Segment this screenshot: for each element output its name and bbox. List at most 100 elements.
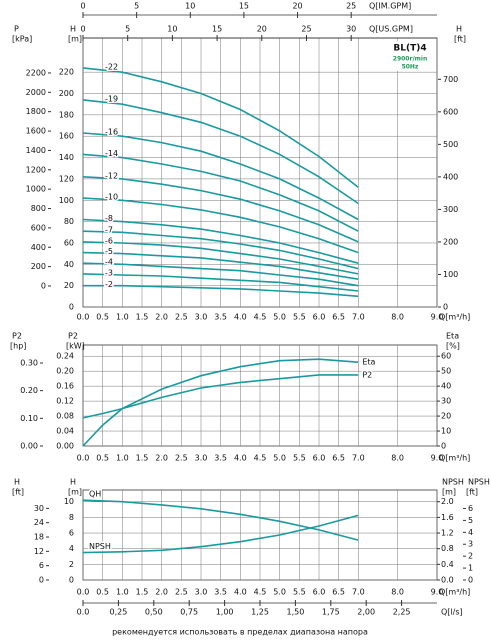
- axis-tick-label: 1400: [26, 146, 46, 155]
- curve: [83, 284, 359, 298]
- series-label: -3: [105, 268, 113, 277]
- series-label: -2: [105, 280, 113, 289]
- axis-tick-label: 1: [468, 564, 473, 573]
- axis-tick-label: 1,75: [322, 608, 340, 617]
- y2-tick-label: 10: [441, 427, 451, 436]
- axis-tick-label: 2,00: [357, 608, 375, 617]
- y2-tick-label: 2.0: [441, 497, 454, 506]
- x-tick-label: 7.0: [352, 313, 365, 322]
- y-tick-label: 100: [59, 196, 74, 205]
- axis-tick-label: 2200: [26, 68, 46, 77]
- axis-tick-label: 15: [239, 2, 249, 11]
- axis-tick-label: 20: [292, 2, 302, 11]
- y-tick-label: 0.04: [56, 427, 74, 436]
- y2-tick-label: 0: [441, 442, 446, 451]
- y-tick-label: 0.20: [56, 367, 74, 376]
- curve: [82, 132, 359, 221]
- x-tick-label: 4.0: [234, 313, 247, 322]
- x-tick-label: 5.5: [293, 313, 306, 322]
- x-tick-label: 6.0: [313, 588, 326, 597]
- x-tick-label: 0.0: [77, 454, 90, 463]
- axis-tick-label: 200: [31, 262, 46, 271]
- axis-tick-label: 0.00: [20, 442, 38, 451]
- axis-tick-label: 30: [346, 25, 356, 34]
- axis-tick-label: 0: [41, 281, 46, 290]
- y-tick-label: 200: [59, 89, 74, 98]
- axis-tick-label: 5: [134, 2, 139, 11]
- axis-title: P: [14, 25, 19, 34]
- annotation: 50Hz: [402, 64, 419, 71]
- chart-title: BL(T)4: [393, 44, 426, 54]
- y-tick-label: 2: [69, 560, 74, 569]
- curve: [82, 197, 359, 254]
- axis-tick-label: 12: [34, 547, 44, 556]
- curve: [82, 358, 359, 447]
- axis-tick-label: 0.10: [20, 414, 38, 423]
- axis-tick-label: 0: [468, 576, 473, 585]
- axis-tick-label: 500: [443, 140, 458, 149]
- x-tick-label: 0.5: [96, 454, 109, 463]
- axis-tick-label: 2: [468, 552, 473, 561]
- x-tick-label: 1.5: [136, 588, 149, 597]
- axis-tick-label: 6: [39, 561, 44, 570]
- series-label: P2: [362, 370, 372, 379]
- x-tick-label: 3.5: [214, 454, 227, 463]
- axis-tick-label: 1600: [26, 127, 46, 136]
- x-tick-label: 2.0: [155, 313, 168, 322]
- x-tick-label: 7.0: [352, 588, 365, 597]
- y-tick-label: 80: [64, 217, 74, 226]
- y-tick-label: 6: [69, 529, 74, 538]
- x-tick-label: 1.5: [136, 313, 149, 322]
- x-tick-label: 3.0: [195, 588, 208, 597]
- axis-tick-label: 24: [34, 518, 44, 527]
- y2-tick-label: 50: [441, 367, 451, 376]
- x-tick-label: 4.0: [234, 454, 247, 463]
- x-tick-label: 6.5: [332, 454, 345, 463]
- curve: [82, 514, 359, 554]
- x-tick-label: 5.0: [273, 588, 286, 597]
- axis-tick-label: 25: [346, 2, 356, 11]
- x-tick-label: 0.5: [96, 313, 109, 322]
- axis-tick-label: 0,50: [145, 608, 163, 617]
- axis-tick-label: 100: [443, 270, 458, 279]
- x-tick-label: 7.0: [352, 454, 365, 463]
- series-label: -6: [105, 236, 113, 245]
- x-tick-label: 2.0: [155, 588, 168, 597]
- x-tick-label: 0.0: [77, 588, 90, 597]
- axis-tick-label: 2000: [26, 88, 46, 97]
- axis-tick-label: 6: [468, 504, 473, 513]
- x-tick-label: 4.5: [254, 454, 267, 463]
- axis-tick-label: 0: [80, 25, 85, 34]
- axis-tick-label: 600: [31, 223, 46, 232]
- axis-unit: [ft]: [454, 35, 466, 44]
- y-tick-label: 0.24: [56, 352, 74, 361]
- axis-title: Q[US.GPM]: [369, 25, 413, 34]
- axis-tick-label: 200: [443, 237, 458, 246]
- x-tick-label: 0.0: [77, 313, 90, 322]
- axis-tick-label: 400: [31, 243, 46, 252]
- axis-title: NPSH: [468, 478, 490, 487]
- series-label: -5: [105, 247, 113, 256]
- footer-note: рекомендуется использовать в пределах ди…: [112, 628, 368, 637]
- y-tick-label: 160: [59, 132, 74, 141]
- x-tick-label: 1.5: [136, 454, 149, 463]
- axis-unit: [kPa]: [12, 35, 32, 44]
- x-tick-label: 1.0: [116, 454, 129, 463]
- x-tick-label: 2.5: [175, 454, 188, 463]
- y2-axis-title: Eta: [446, 332, 459, 341]
- x-tick-label: 0.5: [96, 588, 109, 597]
- x-tick-label: 1.0: [116, 588, 129, 597]
- x-tick-label: 4.0: [234, 588, 247, 597]
- series-label: -16: [105, 128, 118, 137]
- y-tick-label: 0.12: [56, 397, 74, 406]
- y-tick-label: 0.16: [56, 382, 74, 391]
- axis-tick-label: 400: [443, 172, 458, 181]
- axis-tick-label: 25: [301, 25, 311, 34]
- y2-tick-label: 1.2: [441, 529, 454, 538]
- axis-tick-label: 5: [125, 25, 130, 34]
- axis-tick-label: 800: [31, 204, 46, 213]
- y-axis-unit: [m]: [68, 488, 82, 497]
- axis-tick-label: 18: [34, 533, 44, 542]
- x-tick-label: 5.0: [273, 454, 286, 463]
- series-label: -14: [105, 149, 118, 158]
